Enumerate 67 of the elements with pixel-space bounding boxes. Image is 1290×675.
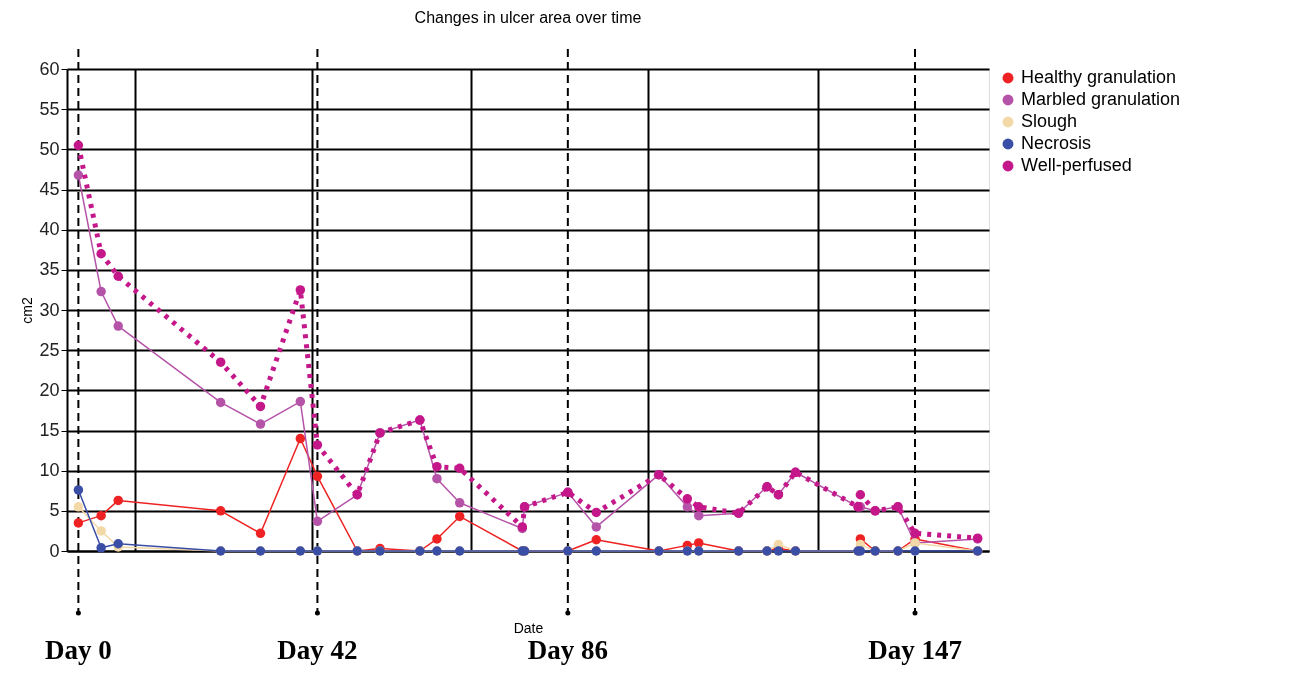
legend-label: Healthy granulation [1021, 67, 1177, 87]
point [694, 502, 704, 512]
point [113, 321, 123, 331]
point [73, 502, 84, 512]
point [73, 170, 84, 180]
point [910, 546, 920, 556]
point [432, 461, 442, 472]
point [591, 507, 602, 518]
y-tick-label: 30 [39, 299, 60, 320]
point [96, 286, 106, 297]
y-tick-label: 25 [39, 339, 60, 360]
y-axis-title: cm2 [19, 297, 36, 324]
point [454, 498, 465, 508]
ref-line-label: Day 0 [45, 635, 112, 665]
point [295, 433, 306, 444]
legend-label: Well-perfused [1021, 155, 1132, 175]
point [432, 534, 442, 544]
y-tick-label: 5 [49, 500, 60, 521]
y-tick-label: 60 [39, 58, 60, 79]
y-tick-label: 15 [39, 420, 60, 440]
point [591, 522, 602, 532]
point [96, 526, 106, 536]
ref-line-label: Day 147 [868, 635, 962, 665]
ref-line-label: Day 42 [277, 635, 358, 665]
point [682, 502, 693, 512]
point [73, 140, 84, 151]
legend-label: Necrosis [1021, 133, 1092, 153]
legend-label: Slough [1021, 111, 1078, 131]
point [312, 516, 323, 527]
point [295, 285, 306, 295]
point [694, 510, 704, 521]
point [215, 357, 226, 367]
point [295, 396, 306, 407]
point [454, 463, 465, 473]
point [591, 535, 602, 545]
y-tick-label: 45 [39, 179, 60, 199]
y-tick-label: 10 [39, 460, 60, 481]
point [215, 397, 226, 408]
point [73, 518, 84, 528]
y-tick-label: 50 [39, 138, 60, 159]
point [682, 494, 693, 504]
point [96, 543, 106, 553]
point [312, 440, 323, 450]
y-tick-label: 0 [49, 540, 60, 561]
point [113, 495, 123, 506]
point [855, 490, 866, 500]
point [312, 471, 323, 482]
point [113, 271, 123, 281]
y-tick-label: 40 [39, 219, 60, 240]
point [694, 538, 704, 548]
y-tick-label: 55 [39, 98, 60, 119]
x-axis-title: Date [513, 619, 544, 636]
point [255, 401, 266, 412]
point [454, 511, 465, 522]
point [910, 528, 920, 539]
point [73, 485, 84, 495]
point [215, 506, 226, 516]
point [96, 249, 106, 259]
legend-label: Marbled granulation [1021, 89, 1181, 109]
y-tick-label: 35 [39, 259, 60, 280]
ref-line-label: Day 86 [527, 635, 608, 665]
point [255, 528, 266, 539]
point [255, 419, 266, 429]
point [432, 473, 442, 484]
point [96, 510, 106, 521]
chart-title: Changes in ulcer area over time [414, 9, 642, 26]
y-tick-label: 20 [39, 379, 60, 400]
